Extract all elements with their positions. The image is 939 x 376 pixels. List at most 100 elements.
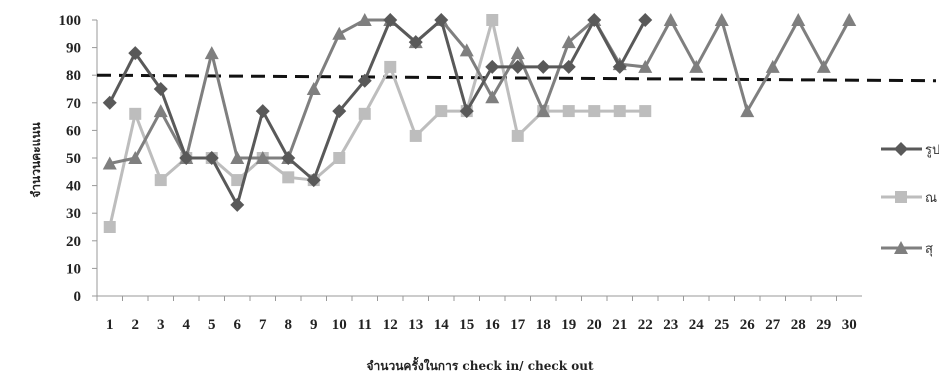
data-point-diamond — [894, 142, 908, 156]
x-tick-label: 3 — [157, 317, 165, 333]
series-line — [108, 16, 647, 209]
data-point-diamond — [408, 35, 423, 50]
data-point-diamond — [510, 59, 525, 74]
data-point-triangle — [842, 13, 857, 26]
x-tick-label: 16 — [485, 317, 501, 333]
data-point-triangle — [204, 46, 219, 60]
data-point-triangle — [740, 104, 755, 118]
series-1 — [102, 13, 653, 212]
data-point-triangle — [561, 35, 576, 49]
y-tick-label: 30 — [66, 206, 81, 222]
y-tick-label: 10 — [66, 261, 81, 277]
data-point-square — [511, 129, 524, 142]
data-point-diamond — [179, 151, 194, 165]
x-tick-label: 6 — [234, 317, 242, 333]
data-point-triangle — [663, 13, 678, 26]
x-tick-label: 17 — [510, 317, 526, 333]
data-point-diamond — [204, 151, 219, 165]
data-point-square — [358, 107, 371, 120]
data-point-square — [333, 152, 346, 164]
data-point-triangle — [230, 151, 245, 164]
y-tick-label: 0 — [74, 289, 82, 305]
data-point-triangle — [102, 156, 117, 170]
data-point-square — [639, 105, 652, 118]
x-tick-label: 22 — [638, 317, 653, 333]
data-point-diamond — [561, 59, 576, 74]
data-point-triangle — [765, 59, 780, 73]
data-point-triangle — [510, 46, 525, 60]
data-point-square — [562, 105, 575, 118]
data-point-diamond — [281, 151, 296, 165]
data-point-triangle — [894, 241, 908, 254]
x-tick-label: 7 — [259, 317, 267, 333]
data-point-triangle — [128, 151, 143, 164]
data-point-square — [384, 60, 397, 73]
data-point-triangle — [306, 82, 321, 95]
x-tick-label: 30 — [842, 317, 857, 333]
legend-item: สุ — [881, 241, 933, 257]
x-tick-label: 13 — [408, 317, 423, 333]
data-point-triangle — [791, 13, 806, 26]
x-tick-label: 14 — [434, 317, 450, 333]
x-tick-label: 28 — [791, 317, 806, 333]
data-point-square — [282, 171, 295, 184]
legend-label: สุ — [925, 242, 933, 257]
data-point-triangle — [536, 104, 551, 118]
data-point-diamond — [255, 104, 270, 119]
x-axis-ticks: 1 2 3 4 5 6 7 8 9 10 11 12 13 14 15 16 17 18 19 20 21 22 23 24 2… — [96, 296, 857, 333]
x-tick-label: 29 — [816, 317, 831, 333]
data-point-diamond — [434, 13, 449, 27]
x-tick-label: 5 — [208, 317, 216, 333]
data-point-diamond — [230, 197, 245, 212]
x-tick-label: 11 — [358, 317, 372, 333]
legend-label: ณ — [925, 191, 937, 206]
data-point-square — [129, 107, 142, 120]
data-point-triangle — [689, 59, 704, 73]
y-tick-label: 100 — [59, 13, 82, 29]
legend: รูปณสุ — [881, 142, 939, 257]
data-point-square — [103, 221, 116, 233]
data-point-square — [613, 105, 626, 118]
x-tick-label: 25 — [714, 317, 729, 333]
y-tick-label: 50 — [66, 151, 81, 167]
data-point-diamond — [638, 13, 653, 27]
data-point-diamond — [332, 104, 347, 119]
data-point-diamond — [383, 13, 398, 27]
x-tick-label: 26 — [740, 317, 756, 333]
data-point-diamond — [153, 82, 168, 96]
series-layer — [102, 13, 857, 233]
data-point-triangle — [638, 59, 653, 73]
data-point-diamond — [485, 59, 500, 74]
x-tick-label: 12 — [383, 317, 398, 333]
data-point-diamond — [612, 59, 627, 74]
x-tick-label: 4 — [183, 317, 191, 333]
data-point-triangle — [485, 90, 500, 104]
x-tick-label: 18 — [536, 317, 551, 333]
y-axis-title: จำนวนคะแนน — [29, 121, 43, 197]
y-tick-label: 60 — [66, 123, 81, 139]
data-point-square — [486, 14, 499, 26]
legend-label: รูป — [925, 143, 939, 158]
data-point-square — [895, 191, 907, 203]
x-tick-label: 19 — [561, 317, 576, 333]
data-point-diamond — [459, 104, 474, 119]
data-point-diamond — [587, 13, 602, 27]
x-tick-label: 21 — [612, 317, 627, 333]
data-point-square — [435, 105, 448, 118]
y-tick-label: 20 — [66, 234, 81, 250]
x-tick-label: 23 — [663, 317, 678, 333]
x-tick-label: 27 — [765, 317, 781, 333]
data-point-square — [154, 174, 167, 187]
x-tick-label: 8 — [285, 317, 293, 333]
y-tick-label: 90 — [66, 41, 81, 57]
legend-item: รูป — [881, 142, 939, 158]
data-point-triangle — [332, 26, 347, 40]
data-point-square — [231, 174, 244, 187]
x-tick-label: 2 — [132, 317, 140, 333]
reference-dashed-line — [96, 73, 937, 83]
data-point-square — [588, 105, 601, 118]
x-tick-label: 20 — [587, 317, 602, 333]
data-point-triangle — [459, 43, 474, 57]
data-point-triangle — [357, 13, 372, 26]
data-point-diamond — [128, 46, 143, 61]
